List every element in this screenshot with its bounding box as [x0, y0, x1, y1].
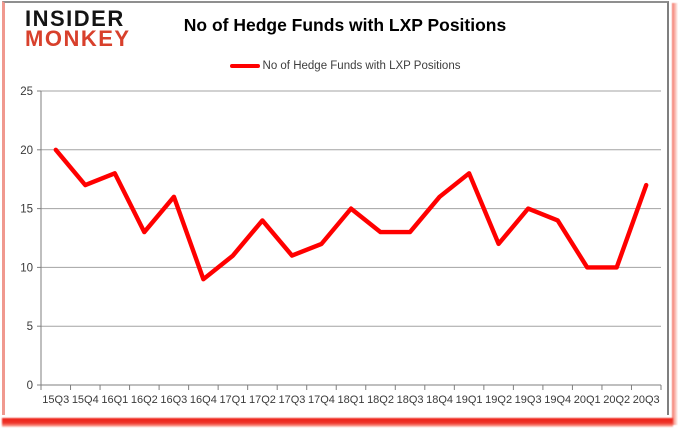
x-axis-label: 20Q2: [603, 394, 630, 406]
legend-line-swatch: [229, 64, 260, 68]
x-axis-label: 18Q4: [426, 394, 453, 406]
x-axis-label: 18Q3: [397, 394, 424, 406]
data-series-line: [53, 147, 649, 282]
x-axis-label: 17Q4: [308, 394, 335, 406]
insider-monkey-logo: INSIDER MONKEY: [25, 6, 131, 52]
x-axis-label: 17Q2: [249, 394, 276, 406]
x-axis-label: 17Q3: [278, 394, 305, 406]
logo-insider-text: INSIDER: [25, 6, 125, 31]
logo-monkey-text: MONKEY: [25, 26, 131, 52]
x-axis-label: 16Q4: [190, 394, 217, 406]
x-axis-label: 20Q3: [633, 394, 660, 406]
y-axis-label: 10: [20, 262, 33, 274]
x-axis-label: 19Q2: [485, 394, 512, 406]
x-axis-label: 15Q4: [72, 394, 99, 406]
y-axis-label: 0: [27, 380, 33, 392]
frame-bottom-red-edge: [2, 418, 673, 427]
x-axis-label: 16Q3: [160, 394, 187, 406]
y-axis-label: 25: [20, 86, 33, 98]
chart-frame: [2, 1, 669, 415]
legend-label: No of Hedge Funds with LXP Positions: [262, 60, 461, 72]
x-axis-label: 16Q1: [101, 394, 128, 406]
x-axis-label: 16Q2: [131, 394, 158, 406]
chart-title: No of Hedge Funds with LXP Positions: [183, 15, 507, 35]
y-axis-label: 20: [20, 145, 33, 157]
x-axis-label: 18Q2: [367, 394, 394, 406]
x-axis-label: 18Q1: [338, 394, 365, 406]
x-axis-label: 19Q1: [456, 394, 483, 406]
x-axis-label: 19Q4: [544, 394, 571, 406]
y-axis-label: 5: [27, 321, 33, 333]
x-axis-label: 20Q1: [574, 394, 601, 406]
frame-right-red-edge: [672, 3, 678, 425]
x-axis-label: 19Q3: [515, 394, 542, 406]
x-axis-label: 17Q1: [219, 394, 246, 406]
y-axis-label: 15: [20, 204, 33, 216]
x-axis-label: 15Q3: [42, 394, 69, 406]
legend: No of Hedge Funds with LXP Positions: [0, 60, 678, 72]
